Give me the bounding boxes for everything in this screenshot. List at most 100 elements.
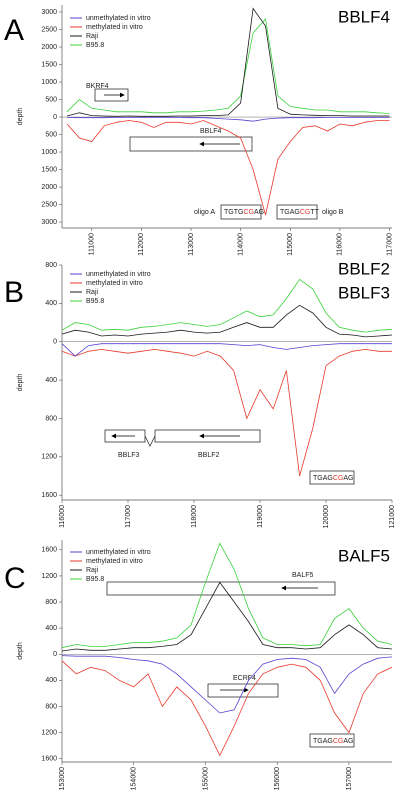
- x-tick-label: 120000: [323, 505, 330, 528]
- y-tick-label: 1600: [41, 547, 57, 554]
- y-tick-label: 800: [45, 262, 57, 269]
- oligo-name: oligo A: [194, 209, 215, 216]
- x-tick-label: 155000: [202, 767, 209, 790]
- x-tick-label: 116000: [59, 505, 66, 528]
- x-tick-label: 113000: [188, 233, 195, 256]
- x-tick-label: 116000: [337, 233, 344, 256]
- panel-title: BBLF2: [338, 259, 390, 278]
- legend-label: methylated in vitro: [86, 558, 143, 565]
- y-tick-label: 2500: [41, 26, 57, 33]
- series-line: [61, 348, 392, 477]
- panel-label: B: [4, 276, 24, 309]
- gene-box: [207, 683, 279, 698]
- y-tick-label: 400: [45, 300, 57, 307]
- legend-label: methylated in vitro: [86, 280, 143, 287]
- y-tick-label: 1500: [41, 61, 57, 68]
- y-tick-label: 0: [53, 339, 57, 346]
- oligo-sequence: TGAGCGAG: [313, 738, 353, 745]
- legend-label: B95.8: [86, 42, 104, 49]
- splice: [144, 435, 156, 447]
- y-tick-label: 800: [45, 703, 57, 710]
- series-line: [66, 120, 390, 216]
- y-tick-label: 2000: [41, 184, 57, 191]
- x-tick-label: 115000: [287, 233, 294, 256]
- gene-label: BBLF4: [200, 128, 222, 135]
- y-tick-label: 400: [45, 625, 57, 632]
- x-tick-label: 119000: [257, 505, 264, 528]
- series-line: [61, 343, 392, 357]
- oligo-sequence: TGAGCGAG: [313, 475, 353, 482]
- gene-label: BALF5: [292, 572, 314, 579]
- gene-label: ECRF4: [233, 675, 256, 682]
- x-tick-label: 153000: [59, 767, 66, 790]
- y-tick-label: 3000: [41, 219, 57, 226]
- y-tick-label: 3000: [41, 9, 57, 16]
- y-tick-label: 1000: [41, 149, 57, 156]
- y-tick-label: 500: [45, 96, 57, 103]
- gene-label: BBLF2: [198, 452, 220, 459]
- y-tick-label: 800: [45, 599, 57, 606]
- panel-subtitle: BBLF3: [338, 283, 390, 302]
- legend-label: unmethylated in vitro: [86, 271, 151, 278]
- legend-label: Raji: [86, 567, 99, 574]
- oligo-sequence: TGTGCGAG: [224, 209, 264, 216]
- y-tick-label: 400: [45, 377, 57, 384]
- gene-box: [154, 429, 261, 443]
- y-axis-label: depth: [17, 108, 24, 126]
- gene-label: BBLF3: [118, 452, 140, 459]
- y-tick-label: 2000: [41, 44, 57, 51]
- y-axis-label: depth: [17, 374, 24, 392]
- oligo-sequence: TGAGCGTT: [280, 209, 320, 216]
- x-tick-label: 157000: [346, 767, 353, 790]
- legend-label: B95.8: [86, 576, 104, 583]
- x-tick-label: 111000: [89, 233, 96, 255]
- series-line: [61, 278, 393, 333]
- series-line: [66, 7, 390, 117]
- x-tick-label: 112000: [138, 233, 145, 256]
- series-line: [61, 542, 393, 649]
- gene-box: [94, 88, 129, 102]
- x-tick-label: 156000: [274, 767, 281, 790]
- panel-label: A: [4, 14, 24, 47]
- panel-title: BALF5: [338, 546, 390, 565]
- legend-label: Raji: [86, 33, 99, 40]
- y-tick-label: 1600: [41, 492, 57, 499]
- series-line: [61, 304, 393, 338]
- y-axis-label: depth: [17, 642, 24, 660]
- legend-label: unmethylated in vitro: [86, 549, 151, 556]
- legend-label: B95.8: [86, 298, 104, 305]
- gene-box: [129, 136, 253, 152]
- gene-label: BKRF4: [86, 83, 109, 90]
- legend-label: Raji: [86, 289, 99, 296]
- oligo-box: [309, 470, 355, 485]
- panel-label: C: [4, 562, 26, 595]
- y-tick-label: 1600: [41, 756, 57, 763]
- oligo-box: [309, 733, 355, 748]
- legend-label: methylated in vitro: [86, 24, 143, 31]
- series-line: [66, 18, 390, 114]
- x-tick-label: 154000: [131, 767, 138, 790]
- legend-label: unmethylated in vitro: [86, 15, 151, 22]
- oligo-name: oligo B: [322, 209, 344, 216]
- series-line: [61, 660, 393, 757]
- x-tick-label: 117000: [386, 233, 393, 256]
- oligo-box: [276, 204, 318, 220]
- series-line: [61, 655, 393, 714]
- series-line: [61, 581, 393, 652]
- panel-title: BBLF4: [338, 7, 390, 26]
- y-tick-label: 0: [53, 114, 57, 121]
- y-tick-label: 500: [45, 131, 57, 138]
- y-tick-label: 1000: [41, 79, 57, 86]
- y-tick-label: 1500: [41, 166, 57, 173]
- y-tick-label: 1200: [41, 729, 57, 736]
- y-tick-label: 400: [45, 677, 57, 684]
- x-tick-label: 118000: [191, 505, 198, 528]
- oligo-box: [220, 204, 262, 220]
- gene-box: [106, 581, 336, 596]
- y-tick-label: 800: [45, 415, 57, 422]
- y-tick-label: 0: [53, 651, 57, 658]
- x-tick-label: 117000: [125, 505, 132, 528]
- x-tick-label: 121000: [389, 505, 396, 528]
- y-tick-label: 1200: [41, 573, 57, 580]
